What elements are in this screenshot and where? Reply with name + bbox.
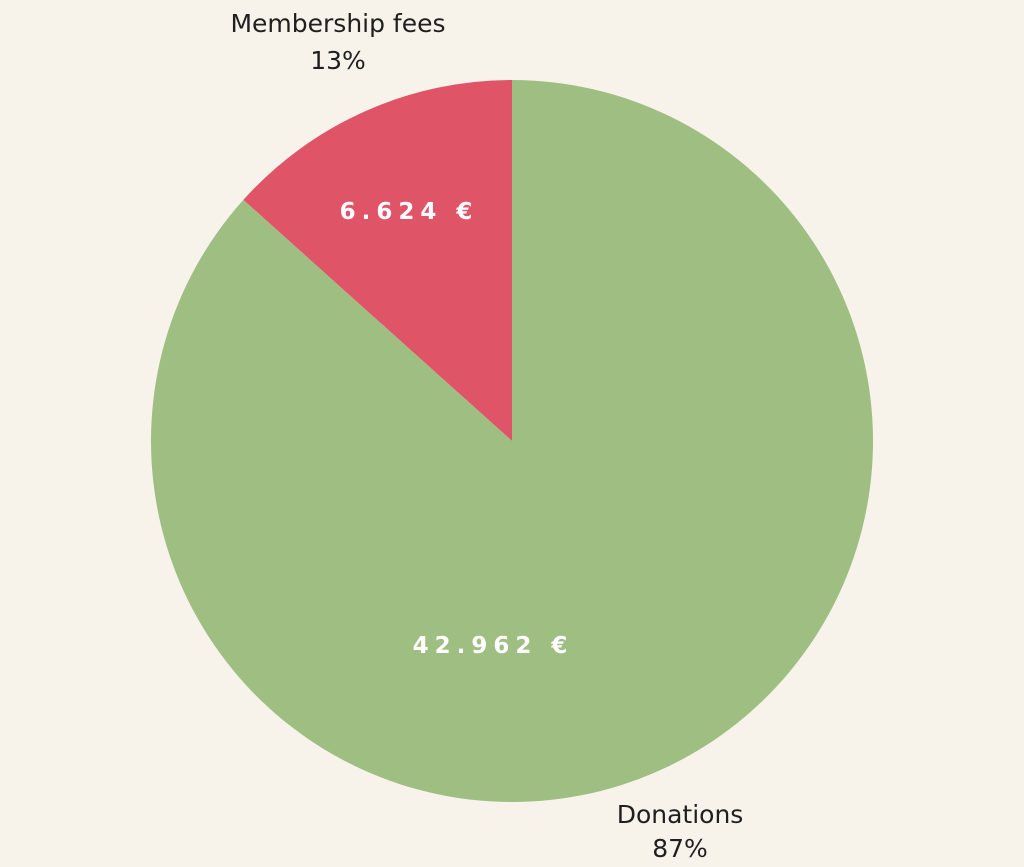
slice-name-label-membership-fees: Membership fees [230, 9, 445, 38]
slice-value-label-membership-fees: 6.624 € [340, 199, 479, 225]
slice-percent-label-donations: 87% [652, 834, 708, 863]
slices-layer [150, 80, 874, 802]
pie-slice-membership-fees [243, 80, 512, 441]
slice-value-label-donations: 42.962 € [413, 633, 574, 659]
slice-percent-label-membership-fees: 13% [310, 46, 366, 75]
labels-layer: 42.962 € 6.624 € Membership fees 13% Don… [230, 9, 743, 863]
slice-name-label-donations: Donations [617, 800, 744, 829]
pie-slice-donations [150, 80, 874, 802]
